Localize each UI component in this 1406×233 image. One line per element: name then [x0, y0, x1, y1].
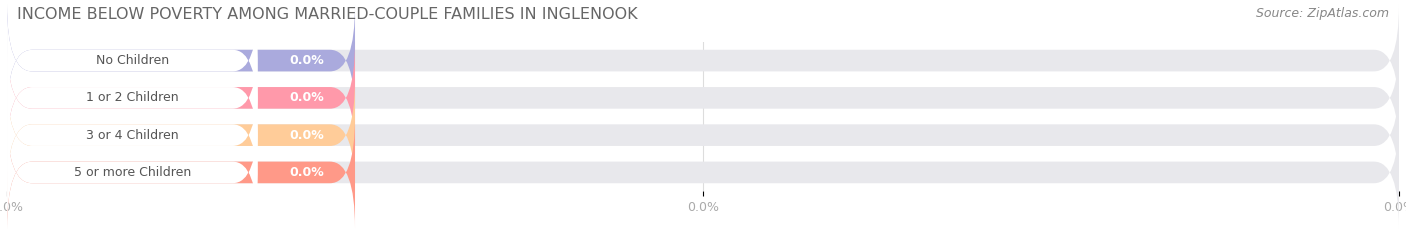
FancyBboxPatch shape — [7, 116, 1399, 229]
FancyBboxPatch shape — [7, 41, 1399, 154]
FancyBboxPatch shape — [7, 79, 354, 192]
FancyBboxPatch shape — [7, 116, 354, 229]
Text: 0.0%: 0.0% — [288, 166, 323, 179]
Text: 0.0%: 0.0% — [288, 54, 323, 67]
FancyBboxPatch shape — [7, 41, 257, 154]
FancyBboxPatch shape — [7, 4, 1399, 117]
Text: No Children: No Children — [96, 54, 169, 67]
Text: 1 or 2 Children: 1 or 2 Children — [86, 91, 179, 104]
FancyBboxPatch shape — [7, 79, 257, 192]
Text: 5 or more Children: 5 or more Children — [73, 166, 191, 179]
FancyBboxPatch shape — [7, 4, 257, 117]
FancyBboxPatch shape — [7, 116, 257, 229]
FancyBboxPatch shape — [7, 79, 1399, 192]
Text: 0.0%: 0.0% — [288, 129, 323, 142]
Text: 0.0%: 0.0% — [288, 91, 323, 104]
FancyBboxPatch shape — [7, 4, 354, 117]
Text: 3 or 4 Children: 3 or 4 Children — [86, 129, 179, 142]
Text: INCOME BELOW POVERTY AMONG MARRIED-COUPLE FAMILIES IN INGLENOOK: INCOME BELOW POVERTY AMONG MARRIED-COUPL… — [17, 7, 637, 22]
Text: Source: ZipAtlas.com: Source: ZipAtlas.com — [1256, 7, 1389, 20]
FancyBboxPatch shape — [7, 41, 354, 154]
